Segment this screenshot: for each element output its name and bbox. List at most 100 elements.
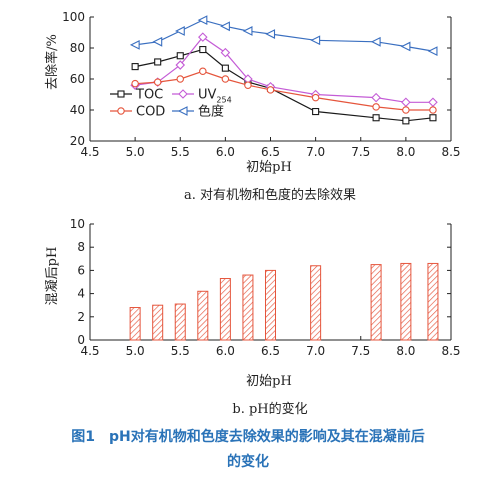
chart-a-series-1-point [428, 97, 438, 108]
chart-b-y-tick-label: 6 [77, 263, 85, 277]
legend-label-uv-sub: 254 [216, 96, 231, 105]
chart-a-ylabel: 去除率/% [44, 34, 60, 90]
chart-a-series-2-point [266, 86, 275, 94]
chart-a-series-2-point [402, 106, 410, 114]
chart-a-x-tick-label: 7.5 [351, 145, 370, 159]
chart-a-series-0-point [402, 117, 410, 125]
chart-b-bar [242, 274, 254, 341]
chart-b-bar [152, 304, 164, 341]
legend-item-uv254: UV254 [172, 88, 232, 105]
chart-a-legend: TOC UV254 COD 色度 [110, 88, 232, 120]
chart-a-series-0-point [154, 58, 162, 66]
chart-b-bar [400, 262, 412, 341]
chart-a-series-0-point [312, 108, 320, 116]
chart-a-series-3-line [135, 19, 434, 52]
chart-b-x-tick-label: 7.5 [351, 344, 370, 358]
chart-a-x-tick-label: 6.5 [261, 145, 280, 159]
chart-a-series-3-point [220, 21, 230, 32]
chart-a-series-2 [131, 67, 437, 114]
chart-a-series-2-point [372, 103, 380, 111]
chart-b-y-tick-label: 2 [77, 310, 85, 324]
chart-a-x-tick-labels: 4.5 5.0 5.5 6.0 6.5 7.0 7.5 8.0 8.5 [80, 145, 460, 159]
chart-a-series-2-point [311, 93, 320, 102]
chart-a-series-0-point [429, 114, 437, 122]
chart-a-series-2-point [153, 78, 162, 86]
chart-b-x-tick-label: 6.0 [216, 344, 235, 358]
chart-a-series-3-point [427, 46, 438, 56]
chart-b-bar [129, 307, 141, 341]
chart-b-bar [427, 262, 439, 341]
chart-a-y-tick-label: 100 [62, 10, 85, 24]
chart-b-y-tick-label: 4 [77, 287, 85, 301]
chart-a-x-tick-label: 4.5 [80, 145, 99, 159]
chart-b-x-tick-label: 6.5 [261, 344, 280, 358]
figure-title-line2: 的变化 [227, 453, 269, 470]
chart-a-series-2-point [131, 79, 139, 88]
chart-a-series-3-point [370, 36, 381, 47]
chart-a-y-tick-label: 80 [70, 41, 85, 55]
chart-b-x-tick-label: 8.0 [396, 344, 415, 358]
chart-a-series-1 [130, 32, 438, 108]
chart-a-series-2-point [221, 75, 230, 83]
chart-b-bars [129, 262, 439, 341]
chart-a-series-1-point [198, 32, 208, 42]
chart-b-caption: b. pH的变化 [232, 401, 307, 417]
chart-b-x-tick-label: 8.5 [441, 344, 460, 358]
chart-a-series-2-point [199, 67, 207, 76]
chart-a-series-0-point [199, 45, 207, 54]
chart-a-series-3-point [242, 26, 253, 36]
chart-a-series-3-point [197, 15, 208, 25]
chart-a-y-tick-label: 40 [70, 103, 85, 117]
chart-a-series-0 [131, 45, 437, 125]
chart-b-bar [370, 264, 382, 341]
chart-b-ylabel: 混凝后pH [44, 247, 60, 306]
legend-label-uv254: UV254 [198, 88, 232, 105]
chart-b-y-tick-labels: 0 2 4 6 8 10 [70, 217, 85, 347]
chart-a-x-tick-label: 6.0 [216, 145, 235, 159]
chart-a-series-0-point [372, 114, 380, 122]
chart-a-series-0-point [131, 63, 139, 71]
chart-a-x-tick-label: 7.0 [306, 145, 325, 159]
chart-b-xlabel: 初始pH [246, 374, 292, 389]
chart-b-y-tick-label: 10 [70, 217, 85, 231]
legend-label-cod: COD [136, 105, 165, 120]
chart-a-caption: a. 对有机物和色度的去除效果 [184, 187, 356, 203]
chart-a-axes [89, 16, 452, 142]
chart-a-x-tick-label: 8.0 [396, 145, 415, 159]
ph-change-chart: 0 2 4 6 8 10 4.5 5.0 5.5 6.0 6.5 7.0 7.5 8.0 8.5 混凝后p… [44, 217, 461, 417]
chart-a-series-1-point [175, 60, 186, 70]
chart-b-y-tick-label: 8 [77, 240, 85, 254]
chart-a-series-1-point [401, 97, 411, 108]
chart-b-bar [174, 303, 186, 341]
legend-label-toc: TOC [135, 88, 163, 103]
chart-b-x-tick-label: 7.0 [306, 344, 325, 358]
chart-a-series-1-point [371, 92, 381, 103]
chart-a-series-3-point [129, 40, 140, 50]
chart-a-series-2-point [429, 106, 437, 114]
chart-a-x-tick-label: 8.5 [441, 145, 460, 159]
legend-item-color: 色度 [172, 104, 224, 120]
chart-b-bar [265, 269, 276, 341]
chart-a-x-tick-label: 5.5 [171, 145, 190, 159]
chart-b-bar [197, 290, 209, 341]
chart-a-xlabel: 初始pH [246, 160, 292, 175]
legend-item-toc: TOC [110, 88, 163, 103]
chart-b-x-tick-label: 5.0 [126, 344, 145, 358]
chart-a-y-tick-labels: 20 40 60 80 100 [62, 10, 85, 148]
chart-a-x-tick-label: 5.0 [126, 145, 145, 159]
chart-b-bar [310, 265, 322, 341]
chart-a-series-0-point [221, 64, 229, 72]
chart-a-series-3-point [400, 41, 411, 52]
legend-label-uv: UV [198, 88, 217, 103]
chart-a-series-3-point [175, 26, 185, 36]
chart-a-series-3-point [152, 36, 163, 47]
chart-b-y-tick-label: 0 [77, 333, 85, 347]
chart-a-series-3-point [265, 29, 276, 39]
chart-b-x-tick-label: 5.5 [171, 344, 190, 358]
chart-a-series-3 [129, 15, 438, 56]
chart-a-series-2-point [244, 81, 252, 89]
chart-a-series-2-point [176, 75, 185, 83]
legend-label-color: 色度 [198, 104, 224, 120]
